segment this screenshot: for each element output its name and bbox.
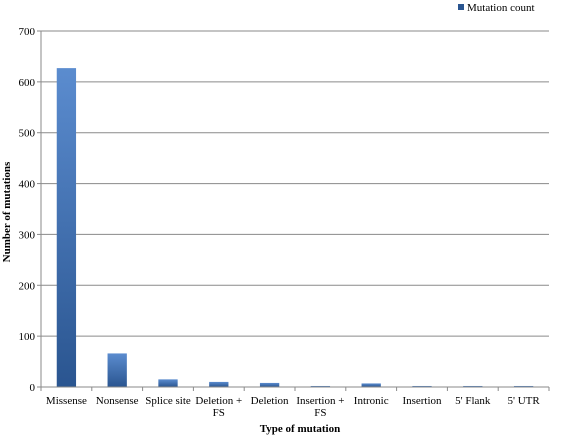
- y-axis-title: Number of mutations: [1, 161, 13, 262]
- y-tick-label: 400: [19, 179, 36, 191]
- bar: [56, 68, 77, 387]
- bar: [107, 353, 127, 387]
- bar: [463, 385, 483, 387]
- y-tick-label: 0: [30, 382, 36, 394]
- bars: [56, 68, 534, 387]
- bar: [361, 383, 381, 387]
- x-tick-label: Intronic: [354, 395, 389, 407]
- x-tick-label: Splice site: [145, 395, 191, 407]
- gridlines: [37, 30, 549, 388]
- y-tick-labels: 0 100 200 300 400 500 600 700: [19, 26, 36, 394]
- x-tick-label: Missense: [46, 395, 87, 407]
- x-tick-labels: Missense Nonsense Splice site Deletion + FS D…: [46, 395, 540, 419]
- legend-swatch: [458, 4, 464, 10]
- y-tick-label: 300: [19, 229, 36, 241]
- x-axis-title: Type of mutation: [260, 423, 340, 435]
- bar: [310, 385, 331, 387]
- bar: [513, 385, 534, 387]
- x-tick-label: 5' UTR: [507, 395, 540, 407]
- y-tick-label: 500: [19, 128, 36, 140]
- x-tick-label: Nonsense: [96, 395, 139, 407]
- legend-label: Mutation count: [467, 2, 535, 14]
- x-tick-label: Insertion: [402, 395, 442, 407]
- y-tick-label: 100: [19, 331, 36, 343]
- x-tick-label: Insertion + FS: [296, 395, 344, 419]
- y-tick-label: 600: [19, 77, 36, 89]
- x-tick-label: Deletion: [251, 395, 289, 407]
- axes: [40, 31, 550, 391]
- legend: Mutation count: [458, 2, 535, 14]
- y-tick-label: 700: [19, 26, 36, 38]
- bar: [412, 385, 432, 387]
- bar: [158, 379, 178, 387]
- bar: [259, 382, 280, 387]
- bar: [209, 381, 229, 387]
- y-tick-label: 200: [19, 280, 36, 292]
- x-tick-label: Deletion + FS: [195, 395, 242, 419]
- x-tick-label: 5' Flank: [455, 395, 491, 407]
